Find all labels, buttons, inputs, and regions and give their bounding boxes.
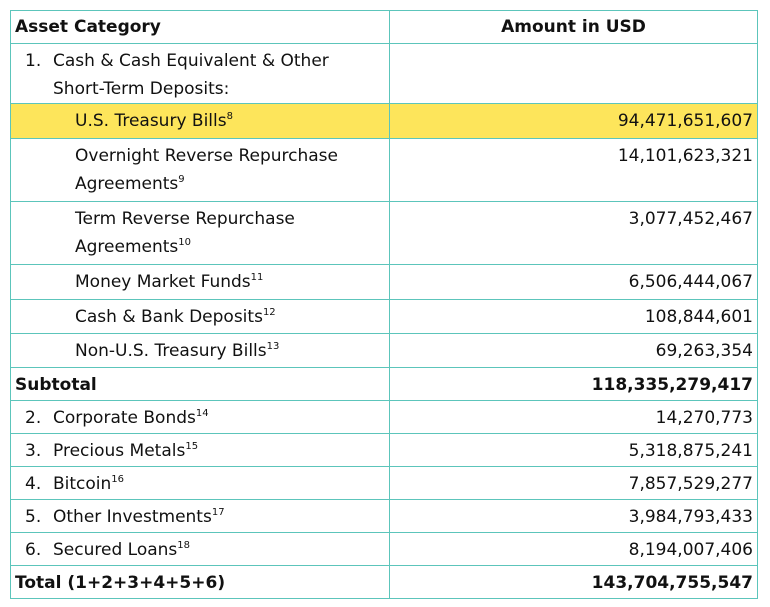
- table-row: 6. Secured Loans18 8,194,007,406: [10, 532, 758, 566]
- table-row: 2. Corporate Bonds14 14,270,773: [10, 400, 758, 434]
- table-row: Overnight Reverse Repurchase Agreements9 …: [10, 138, 758, 202]
- table-row: 5. Other Investments17 3,984,793,433: [10, 499, 758, 533]
- header-category: Asset Category: [10, 10, 390, 44]
- header-amount: Amount in USD: [389, 10, 758, 44]
- section-row: 1. Cash & Cash Equivalent & Other Short-Te…: [10, 43, 758, 104]
- asset-table: Asset Category Amount in USD 1. Cash & Ca…: [10, 10, 758, 599]
- table-row-treasury-bills: U.S. Treasury Bills8 94,471,651,607: [10, 103, 758, 139]
- table-row: 3. Precious Metals15 5,318,875,241: [10, 433, 758, 467]
- table-row: Term Reverse Repurchase Agreements10 3,07…: [10, 201, 758, 265]
- table-row: Money Market Funds11 6,506,444,067: [10, 264, 758, 300]
- table-row: Non-U.S. Treasury Bills13 69,263,354: [10, 333, 758, 368]
- table-row: Cash & Bank Deposits12 108,844,601: [10, 299, 758, 334]
- subtotal-row: Subtotal 118,335,279,417: [10, 367, 758, 401]
- total-row: Total (1+2+3+4+5+6) 143,704,755,547: [10, 565, 758, 599]
- table-row: 4. Bitcoin16 7,857,529,277: [10, 466, 758, 500]
- section-label: 1. Cash & Cash Equivalent & Other Short-Te…: [10, 43, 390, 104]
- header-row: Asset Category Amount in USD: [10, 10, 758, 44]
